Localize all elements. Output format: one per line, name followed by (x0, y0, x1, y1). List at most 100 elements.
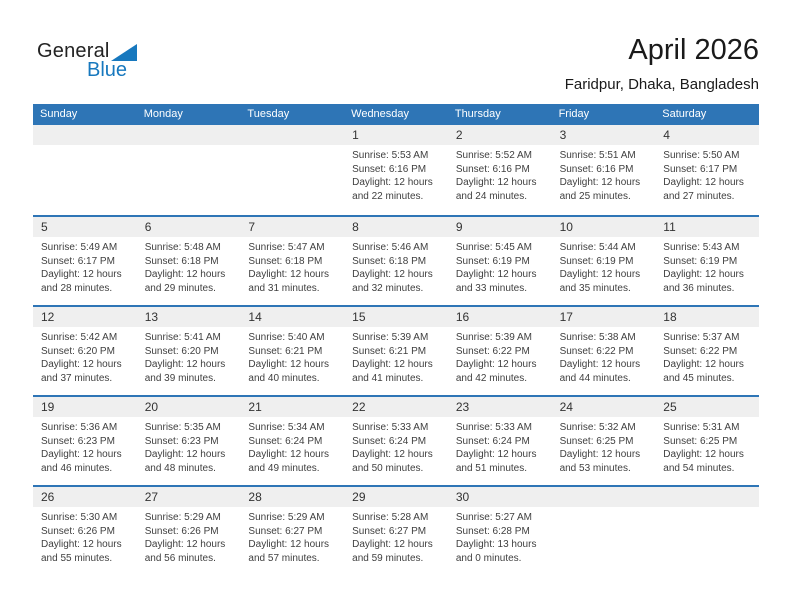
daylight-text-line2: and 22 minutes. (352, 190, 424, 202)
day-number: 12 (33, 307, 137, 327)
daylight-text-line1: Daylight: 12 hours (559, 449, 641, 460)
sunrise-text: Sunrise: 5:47 AM (248, 242, 325, 253)
calendar-cell-apr-22: 22 Sunrise: 5:33 AM Sunset: 6:24 PM Dayl… (344, 397, 448, 485)
sunset-text: Sunset: 6:27 PM (352, 525, 427, 537)
sunrise-text: Sunrise: 5:41 AM (144, 332, 221, 343)
daylight-text-line1: Daylight: 12 hours (663, 269, 744, 280)
day-number: 27 (136, 487, 241, 507)
day-number-empty (240, 125, 345, 145)
sunrise-text: Sunrise: 5:53 AM (352, 150, 429, 161)
calendar-cell-empty (551, 487, 656, 575)
calendar-cell-apr-14: 14 Sunrise: 5:40 AM Sunset: 6:21 PM Dayl… (240, 307, 345, 395)
calendar-cell-empty (655, 487, 759, 575)
sunrise-text: Sunrise: 5:29 AM (248, 512, 325, 523)
calendar-cell-apr-20: 20 Sunrise: 5:35 AM Sunset: 6:23 PM Dayl… (136, 397, 241, 485)
day-number: 9 (447, 217, 552, 237)
sunset-text: Sunset: 6:21 PM (352, 345, 427, 357)
daylight-text-line2: and 53 minutes. (559, 462, 631, 474)
day-number: 13 (136, 307, 241, 327)
sunrise-text: Sunrise: 5:43 AM (663, 242, 740, 253)
daylight-text-line1: Daylight: 12 hours (455, 449, 537, 460)
daylight-text-line1: Daylight: 12 hours (559, 359, 641, 370)
sunrise-text: Sunrise: 5:29 AM (144, 512, 221, 523)
cell-details: Sunrise: 5:36 AM Sunset: 6:23 PM Dayligh… (33, 417, 137, 475)
calendar-cell-apr-25: 25 Sunrise: 5:31 AM Sunset: 6:25 PM Dayl… (655, 397, 759, 485)
day-number: 21 (240, 397, 345, 417)
cell-details: Sunrise: 5:47 AM Sunset: 6:18 PM Dayligh… (240, 237, 344, 295)
week-row-4: 19 Sunrise: 5:36 AM Sunset: 6:23 PM Dayl… (33, 395, 759, 485)
calendar-cell-apr-23: 23 Sunrise: 5:33 AM Sunset: 6:24 PM Dayl… (447, 397, 552, 485)
day-number: 19 (33, 397, 137, 417)
day-number: 29 (344, 487, 448, 507)
daylight-text-line1: Daylight: 12 hours (144, 539, 226, 550)
daylight-text-line1: Daylight: 12 hours (41, 539, 122, 550)
cell-details: Sunrise: 5:29 AM Sunset: 6:26 PM Dayligh… (137, 507, 241, 565)
day-number: 26 (33, 487, 137, 507)
calendar-cell-apr-18: 18 Sunrise: 5:37 AM Sunset: 6:22 PM Dayl… (655, 307, 759, 395)
daylight-text-line2: and 49 minutes. (248, 462, 320, 474)
daylight-text-line2: and 27 minutes. (663, 190, 735, 202)
sunset-text: Sunset: 6:16 PM (455, 163, 530, 175)
cell-details: Sunrise: 5:31 AM Sunset: 6:25 PM Dayligh… (655, 417, 759, 475)
day-header-thursday: Thursday (454, 108, 501, 120)
sunrise-text: Sunrise: 5:40 AM (248, 332, 325, 343)
sunset-text: Sunset: 6:27 PM (248, 525, 323, 537)
daylight-text-line2: and 54 minutes. (663, 462, 735, 474)
daylight-text-line2: and 55 minutes. (41, 552, 113, 564)
sunset-text: Sunset: 6:18 PM (248, 255, 323, 267)
logo-line1: General (37, 40, 137, 63)
daylight-text-line1: Daylight: 12 hours (144, 269, 226, 280)
cell-details: Sunrise: 5:37 AM Sunset: 6:22 PM Dayligh… (655, 327, 759, 385)
day-number: 8 (344, 217, 448, 237)
calendar-cell-apr-15: 15 Sunrise: 5:39 AM Sunset: 6:21 PM Dayl… (344, 307, 448, 395)
calendar-cell-apr-12: 12 Sunrise: 5:42 AM Sunset: 6:20 PM Dayl… (33, 307, 137, 395)
cell-details: Sunrise: 5:39 AM Sunset: 6:22 PM Dayligh… (448, 327, 552, 385)
cell-details: Sunrise: 5:49 AM Sunset: 6:17 PM Dayligh… (33, 237, 137, 295)
cell-details: Sunrise: 5:35 AM Sunset: 6:23 PM Dayligh… (137, 417, 241, 475)
sunrise-text: Sunrise: 5:46 AM (352, 242, 429, 253)
day-number: 30 (447, 487, 552, 507)
daylight-text-line1: Daylight: 12 hours (144, 359, 226, 370)
calendar-cell-empty (240, 125, 345, 215)
cell-details: Sunrise: 5:48 AM Sunset: 6:18 PM Dayligh… (137, 237, 241, 295)
sunset-text: Sunset: 6:26 PM (41, 525, 115, 537)
sunset-text: Sunset: 6:19 PM (559, 255, 634, 267)
day-number: 15 (344, 307, 448, 327)
sunset-text: Sunset: 6:20 PM (41, 345, 115, 357)
week-row-5: 26 Sunrise: 5:30 AM Sunset: 6:26 PM Dayl… (33, 485, 759, 575)
day-number-empty (136, 125, 241, 145)
title-block: April 2026 Faridpur, Dhaka, Bangladesh (565, 34, 759, 93)
cell-details: Sunrise: 5:34 AM Sunset: 6:24 PM Dayligh… (240, 417, 344, 475)
sunset-text: Sunset: 6:22 PM (455, 345, 530, 357)
daylight-text-line2: and 59 minutes. (352, 552, 424, 564)
calendar-cell-empty (136, 125, 241, 215)
calendar-cell-apr-8: 8 Sunrise: 5:46 AM Sunset: 6:18 PM Dayli… (344, 217, 448, 305)
day-number: 18 (655, 307, 759, 327)
daylight-text-line1: Daylight: 12 hours (248, 269, 330, 280)
sunrise-text: Sunrise: 5:38 AM (559, 332, 636, 343)
calendar-cell-apr-26: 26 Sunrise: 5:30 AM Sunset: 6:26 PM Dayl… (33, 487, 137, 575)
day-number: 24 (551, 397, 656, 417)
day-number: 5 (33, 217, 137, 237)
calendar-cell-apr-7: 7 Sunrise: 5:47 AM Sunset: 6:18 PM Dayli… (240, 217, 345, 305)
daylight-text-line2: and 56 minutes. (144, 552, 216, 564)
day-number: 16 (447, 307, 552, 327)
day-number: 17 (551, 307, 656, 327)
day-header-friday: Friday (558, 108, 590, 120)
sunrise-text: Sunrise: 5:39 AM (352, 332, 429, 343)
daylight-text-line2: and 35 minutes. (559, 282, 631, 294)
sunset-text: Sunset: 6:17 PM (663, 163, 738, 175)
daylight-text-line2: and 51 minutes. (455, 462, 528, 474)
cell-details: Sunrise: 5:28 AM Sunset: 6:27 PM Dayligh… (344, 507, 448, 565)
sunrise-text: Sunrise: 5:32 AM (559, 422, 636, 433)
calendar-cell-apr-30: 30 Sunrise: 5:27 AM Sunset: 6:28 PM Dayl… (447, 487, 552, 575)
daylight-text-line2: and 45 minutes. (663, 372, 735, 384)
daylight-text-line2: and 36 minutes. (663, 282, 735, 294)
sunset-text: Sunset: 6:25 PM (559, 435, 634, 447)
daylight-text-line1: Daylight: 12 hours (41, 449, 122, 460)
logo-text-blue: Blue (87, 59, 128, 81)
daylight-text-line2: and 48 minutes. (144, 462, 216, 474)
sunrise-text: Sunrise: 5:36 AM (41, 422, 118, 433)
calendar-cell-apr-5: 5 Sunrise: 5:49 AM Sunset: 6:17 PM Dayli… (33, 217, 137, 305)
day-number: 25 (655, 397, 759, 417)
